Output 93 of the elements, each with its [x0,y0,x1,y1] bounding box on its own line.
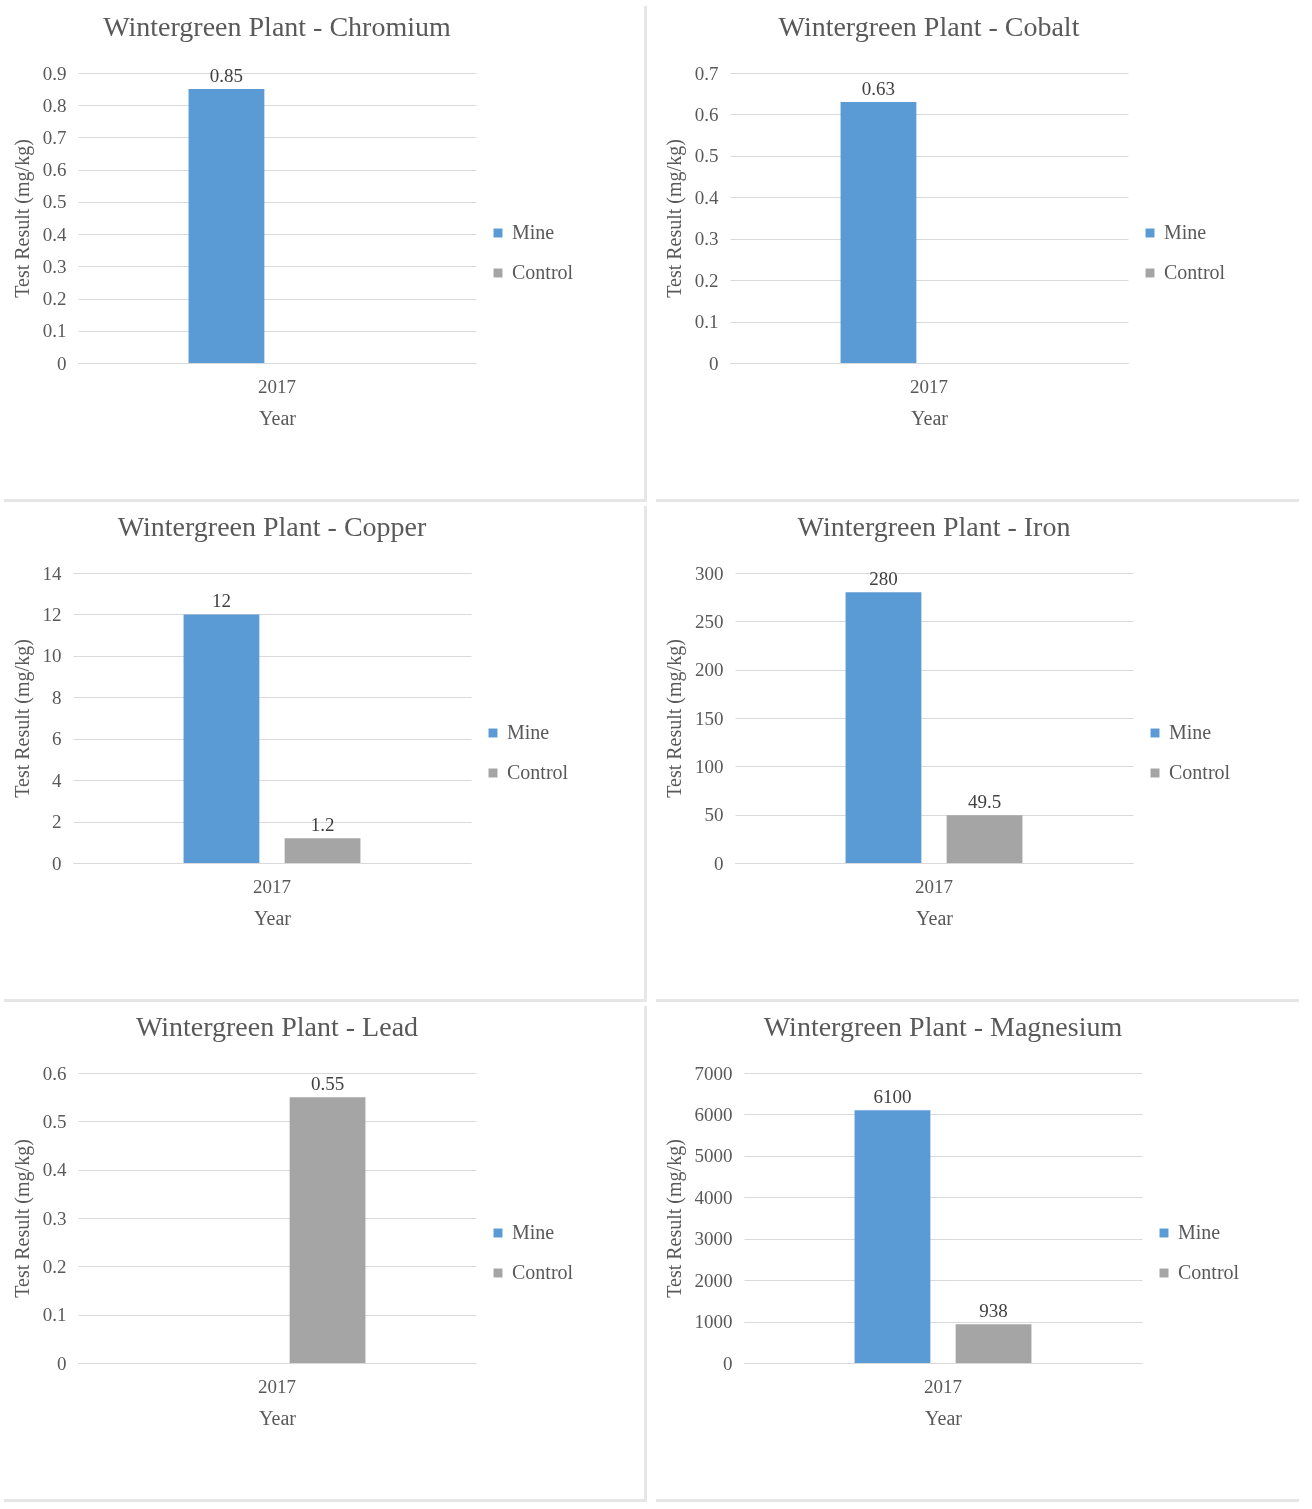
legend-label: Control [1169,761,1231,783]
chart-title: Wintergreen Plant - Iron [797,511,1071,542]
y-tick-label: 5000 [694,1145,733,1167]
y-tick-label: 0 [714,852,724,874]
y-tick-label: 0.6 [42,159,67,181]
y-tick-label: 0.4 [694,186,719,208]
x-tick-label: 2017 [258,1375,296,1397]
y-tick-label: 6000 [694,1103,733,1125]
x-axis-title: Year [911,406,949,429]
y-tick-label: 6 [52,728,62,750]
y-tick-label: 0.9 [42,62,67,84]
y-tick-label: 1000 [694,1311,733,1333]
data-label: 0.55 [310,1073,345,1095]
legend-label: Mine [507,721,550,743]
y-tick-label: 0.2 [42,1255,67,1277]
chart-title: Wintergreen Plant - Lead [135,1011,419,1042]
y-tick-label: 0.3 [694,228,719,250]
y-axis-title: Test Result (mg/kg) [10,1139,34,1298]
y-tick-label: 7000 [694,1062,733,1084]
y-tick-label: 0 [57,1352,67,1374]
data-label: 12 [211,590,231,612]
y-tick-label: 0.4 [42,1159,67,1181]
y-tick-label: 0 [723,1352,733,1374]
y-tick-label: 300 [695,562,724,584]
y-tick-label: 4000 [694,1186,733,1208]
y-tick-label: 0 [709,352,719,374]
y-tick-label: 2000 [694,1269,733,1291]
y-tick-label: 12 [42,603,62,625]
x-tick-label: 2017 [253,875,291,897]
x-tick-label: 2017 [924,1375,962,1397]
y-tick-label: 0.7 [694,62,719,84]
y-tick-label: 0.5 [694,145,719,167]
y-tick-label: 0.3 [42,1207,67,1229]
y-tick-label: 4 [52,769,62,791]
data-label: 49.5 [967,791,1002,813]
x-tick-label: 2017 [915,875,953,897]
y-tick-label: 0.5 [42,1110,67,1132]
y-axis-title: Test Result (mg/kg) [662,139,686,298]
y-tick-label: 0 [52,852,62,874]
x-tick-label: 2017 [910,375,948,397]
y-tick-label: 0.7 [42,126,67,148]
x-axis-title: Year [254,906,292,929]
y-axis-title: Test Result (mg/kg) [10,139,34,298]
y-tick-label: 250 [695,610,724,632]
legend-label: Mine [512,221,555,243]
y-tick-label: 0.1 [42,320,67,342]
chart-title: Wintergreen Plant - Cobalt [778,11,1080,42]
y-tick-label: 0.4 [42,223,67,245]
legend-label: Mine [1164,221,1207,243]
legend-label: Mine [1178,1221,1221,1243]
x-axis-title: Year [259,406,297,429]
legend-label: Control [512,261,574,283]
chart-title: Wintergreen Plant - Chromium [103,11,451,42]
data-label: 6100 [873,1086,912,1108]
legend-label: Control [1164,261,1226,283]
legend-label: Control [1178,1261,1240,1283]
x-axis-title: Year [925,1406,963,1429]
chart-title: Wintergreen Plant - Magnesium [763,1011,1123,1042]
data-label: 280 [869,568,898,590]
y-tick-label: 150 [695,707,724,729]
y-tick-label: 0.3 [42,255,67,277]
y-axis-title: Test Result (mg/kg) [663,639,686,798]
x-axis-title: Year [259,1406,297,1429]
legend-label: Mine [1169,721,1212,743]
y-tick-label: 8 [52,686,62,708]
y-tick-label: 0.2 [42,288,67,310]
y-tick-label: 200 [695,659,724,681]
chart-title: Wintergreen Plant - Copper [117,511,427,542]
data-label: 1.2 [310,814,335,836]
y-tick-label: 10 [42,645,62,667]
legend-label: Mine [512,1221,555,1243]
y-tick-label: 0.2 [694,269,719,291]
data-label: 0.63 [861,78,896,99]
data-label: 938 [979,1300,1008,1322]
y-tick-label: 0 [57,352,67,374]
y-tick-label: 14 [42,562,62,584]
y-tick-label: 50 [704,804,724,826]
y-tick-label: 0.6 [694,103,719,125]
legend-label: Control [512,1261,574,1283]
y-tick-label: 0.1 [42,1304,67,1326]
y-tick-label: 2 [52,811,62,833]
data-label: 0.85 [209,65,244,87]
y-tick-label: 100 [695,755,724,777]
y-tick-label: 0.8 [42,94,67,116]
y-tick-label: 0.1 [694,311,719,333]
y-axis-title: Test Result (mg/kg) [662,1139,686,1298]
x-tick-label: 2017 [258,375,296,397]
y-tick-label: 0.6 [42,1062,67,1084]
y-axis-title: Test Result (mg/kg) [10,639,34,798]
y-tick-label: 0.5 [42,191,67,213]
x-axis-title: Year [916,906,954,929]
y-tick-label: 3000 [694,1228,733,1250]
legend-label: Control [507,761,569,783]
